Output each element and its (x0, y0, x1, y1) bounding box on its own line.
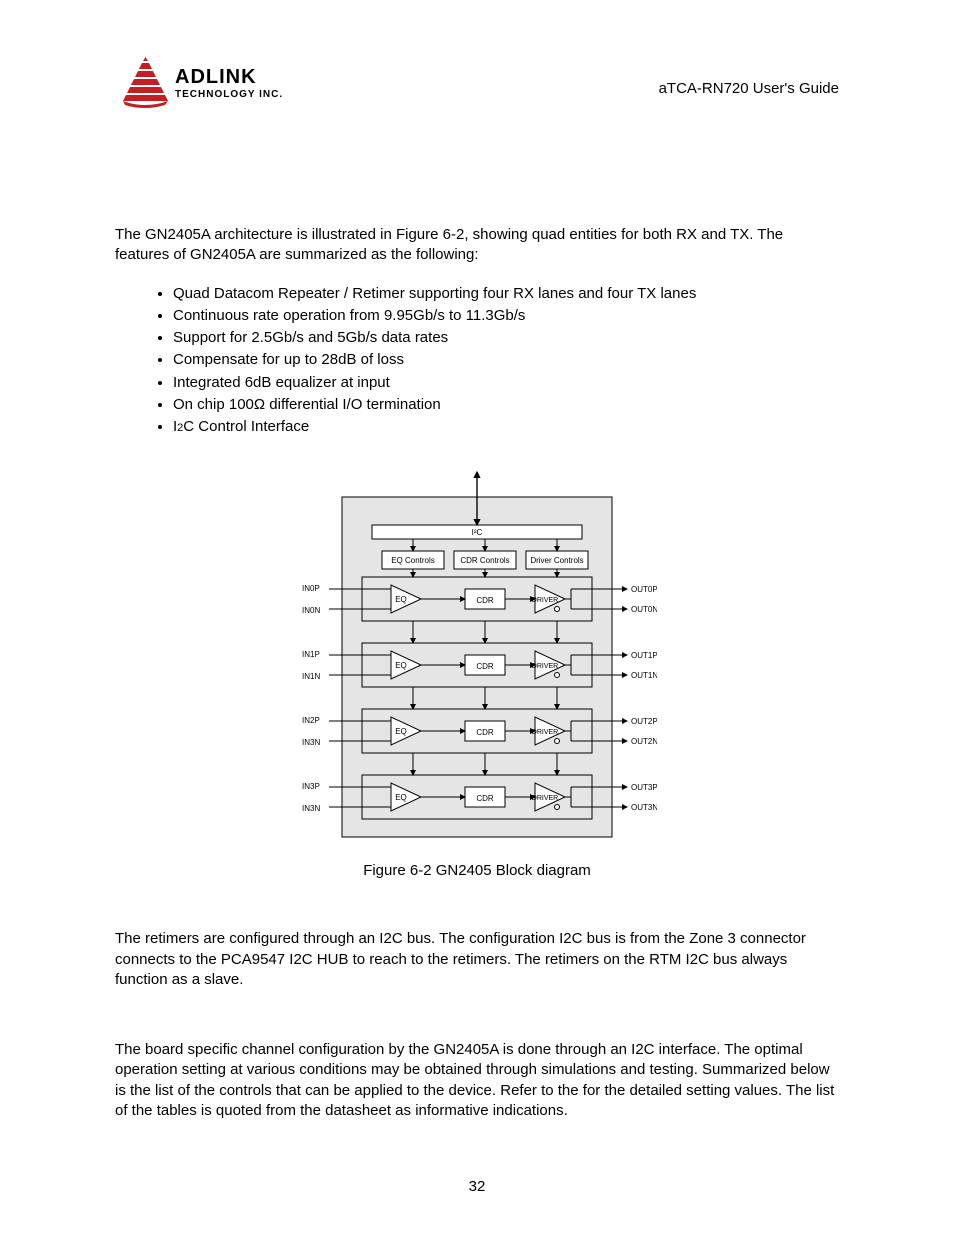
paragraph-2: The retimers are configured through an I… (115, 929, 839, 990)
svg-text:DRIVER: DRIVER (532, 795, 558, 802)
svg-text:CDR Controls: CDR Controls (460, 556, 509, 565)
svg-text:CDR: CDR (476, 728, 494, 737)
block-diagram: I²C EQ Controls CDR Controls Driver Control… (115, 467, 839, 852)
svg-text:EQ: EQ (395, 661, 407, 670)
feature-item: On chip 100Ω differential I/O terminatio… (173, 395, 839, 415)
svg-text:OUT1P: OUT1P (631, 651, 657, 660)
feature-item: Support for 2.5Gb/s and 5Gb/s data rates (173, 328, 839, 348)
logo-text-top: ADLINK (175, 66, 257, 88)
intro-paragraph: The GN2405A architecture is illustrated … (115, 225, 839, 266)
svg-text:EQ: EQ (395, 793, 407, 802)
svg-text:IN1N: IN1N (302, 672, 320, 681)
svg-text:IN3P: IN3P (302, 782, 320, 791)
svg-text:DRIVER: DRIVER (532, 597, 558, 604)
svg-text:CDR: CDR (476, 596, 494, 605)
svg-text:EQ Controls: EQ Controls (391, 556, 435, 565)
svg-text:IN0N: IN0N (302, 606, 320, 615)
feature-item: Quad Datacom Repeater / Retimer supporti… (173, 284, 839, 304)
svg-text:IN1P: IN1P (302, 650, 320, 659)
feature-item: Compensate for up to 28dB of loss (173, 350, 839, 370)
svg-text:OUT3P: OUT3P (631, 783, 657, 792)
feature-item: Integrated 6dB equalizer at input (173, 373, 839, 393)
svg-text:OUT0N: OUT0N (631, 605, 657, 614)
svg-text:DRIVER: DRIVER (532, 663, 558, 670)
svg-text:EQ: EQ (395, 727, 407, 736)
svg-text:I²C: I²C (472, 528, 483, 537)
paragraph-3: The board specific channel configuration… (115, 1040, 839, 1121)
guide-title: aTCA-RN720 User's Guide (659, 80, 839, 97)
svg-text:CDR: CDR (476, 662, 494, 671)
svg-text:CDR: CDR (476, 794, 494, 803)
page-number: 32 (0, 1178, 954, 1195)
adlink-logo: ADLINK TECHNOLOGY INC. (115, 55, 315, 115)
svg-text:IN0P: IN0P (302, 584, 320, 593)
figure-caption: Figure 6-2 GN2405 Block diagram (115, 862, 839, 879)
svg-text:OUT0P: OUT0P (631, 585, 657, 594)
svg-text:IN3N: IN3N (302, 804, 320, 813)
logo-text-bottom: TECHNOLOGY INC. (175, 89, 283, 100)
feature-item: I2C Control Interface (173, 417, 839, 437)
svg-text:DRIVER: DRIVER (532, 729, 558, 736)
page-header: ADLINK TECHNOLOGY INC. aTCA-RN720 User's… (115, 55, 839, 115)
feature-item: Continuous rate operation from 9.95Gb/s … (173, 306, 839, 326)
feature-list: Quad Datacom Repeater / Retimer supporti… (115, 284, 839, 438)
svg-text:OUT2N: OUT2N (631, 737, 657, 746)
svg-text:IN3N: IN3N (302, 738, 320, 747)
svg-text:Driver Controls: Driver Controls (530, 556, 583, 565)
svg-text:OUT1N: OUT1N (631, 671, 657, 680)
svg-text:OUT3N: OUT3N (631, 803, 657, 812)
svg-text:IN2P: IN2P (302, 716, 320, 725)
svg-text:EQ: EQ (395, 595, 407, 604)
svg-text:OUT2P: OUT2P (631, 717, 657, 726)
